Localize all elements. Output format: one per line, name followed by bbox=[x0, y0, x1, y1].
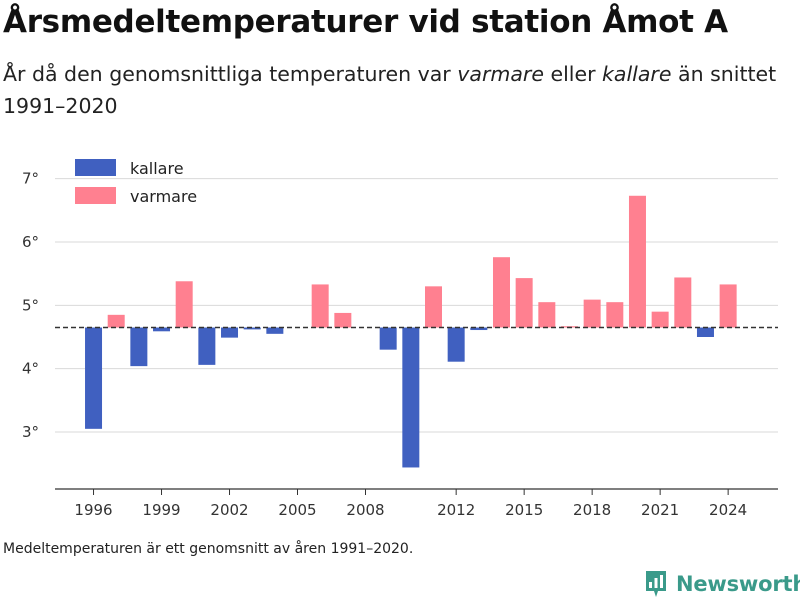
bar-2024 bbox=[719, 284, 737, 328]
bar-1997 bbox=[107, 314, 125, 328]
x-tick-label: 1999 bbox=[142, 501, 180, 519]
y-tick-label: 4° bbox=[22, 360, 39, 378]
x-tick-label: 1996 bbox=[74, 501, 112, 519]
bar-2014 bbox=[492, 257, 510, 328]
legend-swatch-colder bbox=[75, 159, 116, 176]
x-tick-label: 2021 bbox=[641, 501, 679, 519]
bar-2006 bbox=[311, 284, 329, 328]
y-tick-label: 5° bbox=[22, 296, 39, 314]
bar-2007 bbox=[334, 312, 352, 328]
x-tick-label: 2002 bbox=[210, 501, 248, 519]
bar-2009 bbox=[379, 327, 397, 350]
bar-2010 bbox=[402, 327, 420, 468]
bar-2023 bbox=[696, 327, 714, 337]
x-axis: 1996 1999 2002 2005 2008 2012 2015 2018 2021 2024 bbox=[55, 488, 778, 519]
x-tick-label: 2015 bbox=[505, 501, 543, 519]
footnote: Medeltemperaturen är ett genomsnitt av å… bbox=[3, 541, 414, 557]
bar-1996 bbox=[85, 327, 103, 429]
x-tick-label: 2005 bbox=[278, 501, 316, 519]
bar-2018 bbox=[583, 299, 601, 328]
subtitle-warmer: varmare bbox=[457, 62, 544, 86]
bar-2011 bbox=[424, 286, 442, 328]
grid-lines: 3° 4° 5° 6° 7° bbox=[22, 170, 778, 441]
brand-logo: Newsworthy bbox=[644, 569, 800, 599]
bar-2013 bbox=[470, 327, 488, 331]
legend-swatch-warmer bbox=[75, 187, 116, 204]
y-tick-label: 6° bbox=[22, 233, 39, 251]
x-tick-label: 2018 bbox=[573, 501, 611, 519]
newsworthy-logo-icon bbox=[646, 571, 666, 597]
bar-2022 bbox=[674, 277, 692, 328]
legend: kallare varmare bbox=[75, 159, 197, 206]
chart-subtitle: År då den genomsnittliga temperaturen va… bbox=[3, 58, 793, 122]
x-tick-label: 2008 bbox=[346, 501, 384, 519]
bar-2015 bbox=[515, 278, 533, 328]
temperature-bar-chart: 3° 4° 5° 6° 7° 1996 1999 2002 2005 2008 2012 2015 2… bbox=[22, 159, 778, 519]
legend-label-warmer: varmare bbox=[130, 187, 197, 206]
bar-2019 bbox=[606, 302, 624, 328]
subtitle-text-1: År då den genomsnittliga temperaturen va… bbox=[3, 62, 458, 86]
bar-2012 bbox=[447, 327, 465, 362]
subtitle-text-3: än snittet 1991–2020 bbox=[3, 62, 777, 118]
bar-2016 bbox=[538, 302, 556, 328]
bars bbox=[85, 195, 737, 468]
bar-2020 bbox=[628, 195, 646, 328]
x-tick-label: 2024 bbox=[709, 501, 747, 519]
bar-1999 bbox=[153, 327, 171, 332]
legend-label-colder: kallare bbox=[130, 159, 184, 178]
bar-2001 bbox=[198, 327, 216, 365]
brand-name: Newsworthy bbox=[676, 572, 800, 596]
bar-1998 bbox=[130, 327, 148, 367]
bar-2000 bbox=[175, 281, 193, 328]
chart-title: Årsmedeltemperaturer vid station Åmot A bbox=[3, 4, 728, 40]
y-tick-label: 3° bbox=[22, 423, 39, 441]
subtitle-text-2: eller bbox=[543, 62, 603, 86]
bar-2004 bbox=[266, 327, 284, 334]
y-tick-label: 7° bbox=[22, 170, 39, 188]
x-tick-label: 2012 bbox=[437, 501, 475, 519]
bar-2002 bbox=[221, 327, 239, 338]
bar-2021 bbox=[651, 311, 669, 328]
bar-2003 bbox=[243, 327, 261, 330]
subtitle-colder: kallare bbox=[602, 62, 672, 86]
